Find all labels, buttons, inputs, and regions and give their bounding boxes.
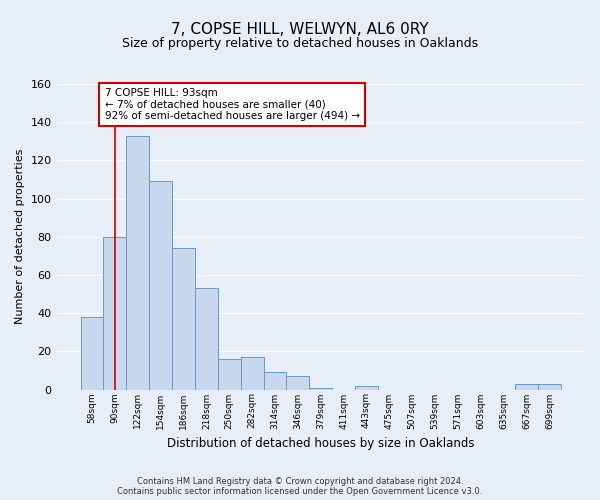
Bar	[172, 248, 195, 390]
Y-axis label: Number of detached properties: Number of detached properties	[15, 149, 25, 324]
Text: 7, COPSE HILL, WELWYN, AL6 0RY: 7, COPSE HILL, WELWYN, AL6 0RY	[171, 22, 429, 38]
Bar	[218, 359, 241, 390]
Text: Contains HM Land Registry data © Crown copyright and database right 2024.: Contains HM Land Registry data © Crown c…	[137, 477, 463, 486]
Text: Size of property relative to detached houses in Oaklands: Size of property relative to detached ho…	[122, 38, 478, 51]
Bar	[538, 384, 561, 390]
Bar	[127, 136, 149, 390]
Text: Contains public sector information licensed under the Open Government Licence v3: Contains public sector information licen…	[118, 487, 482, 496]
Bar	[195, 288, 218, 390]
Bar	[241, 357, 263, 390]
Bar	[103, 237, 127, 390]
Text: 7 COPSE HILL: 93sqm
← 7% of detached houses are smaller (40)
92% of semi-detache: 7 COPSE HILL: 93sqm ← 7% of detached hou…	[104, 88, 360, 121]
Bar	[515, 384, 538, 390]
Bar	[263, 372, 286, 390]
Bar	[355, 386, 378, 390]
Bar	[149, 182, 172, 390]
Bar	[80, 317, 103, 390]
Bar	[286, 376, 310, 390]
Bar	[310, 388, 332, 390]
X-axis label: Distribution of detached houses by size in Oaklands: Distribution of detached houses by size …	[167, 437, 475, 450]
